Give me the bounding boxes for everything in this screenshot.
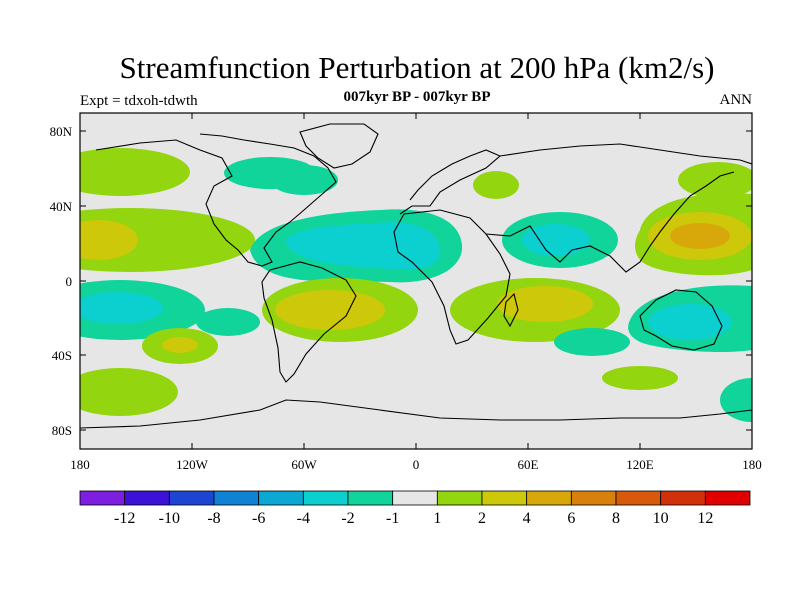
- colorbar-label: -12: [114, 510, 135, 527]
- lon-label: 60W: [291, 457, 317, 472]
- colorbar-swatch: [347, 490, 394, 506]
- coast-antarctica: [80, 399, 752, 429]
- anomaly-south-atlantic: [554, 328, 630, 356]
- colorbar-swatch: [615, 490, 662, 506]
- colorbar-swatch: [570, 490, 617, 506]
- plot-subtitle: 007kyr BP - 007kyr BP: [343, 89, 491, 105]
- colorbar-swatch: [168, 490, 215, 506]
- colorbar-label: 4: [523, 510, 531, 527]
- colorbar-swatch: [124, 490, 170, 506]
- colorbar-label: -1: [386, 510, 399, 527]
- season-label: ANN: [719, 92, 753, 108]
- anomaly-central-pacific-north: [80, 208, 255, 272]
- colorbar-swatch: [481, 490, 528, 506]
- lon-label: 180: [70, 457, 90, 472]
- anomaly-south-pacific-mid-core: [162, 337, 198, 353]
- colorbar-label: -2: [341, 510, 354, 527]
- anomaly-arabian-sea-core: [522, 224, 590, 256]
- anomaly-south-indian-core: [497, 286, 593, 322]
- anomaly-siberia: [678, 162, 752, 198]
- axis-ticks: [79, 113, 753, 449]
- anomaly-tasman: [196, 308, 260, 336]
- anomaly-west-pacific-core: [670, 223, 730, 249]
- colorbar-swatch: [392, 490, 438, 506]
- experiment-label: Expt = tdxoh-tdwth: [80, 93, 198, 109]
- coast-asia: [485, 143, 752, 273]
- lon-label: 0: [413, 457, 420, 472]
- colorbar-label: 12: [697, 510, 713, 527]
- anomaly-central-pacific-north-core: [80, 220, 138, 260]
- colorbar-label: -10: [159, 510, 180, 527]
- coast-greenland: [299, 123, 379, 169]
- longitude-labels: 180 120W 60W 0 60E 120E 180: [70, 457, 762, 472]
- latitude-labels: 80N 40N 0 40S 80S: [50, 124, 73, 438]
- colorbar: [79, 490, 751, 506]
- lat-label: 80S: [52, 423, 72, 438]
- coast-south-america: [261, 261, 357, 383]
- colorbar-swatch: [436, 490, 483, 506]
- anomaly-south-america-core: [275, 290, 385, 330]
- anomaly-north-pacific: [80, 148, 190, 196]
- map-panel: [79, 112, 753, 450]
- anomaly-south-pacific-east-core: [80, 292, 163, 324]
- colorbar-swatch: [258, 490, 304, 506]
- lon-label: 60E: [518, 457, 539, 472]
- colorbar-label: -8: [207, 510, 220, 527]
- coast-madagascar: [503, 292, 519, 328]
- lat-label: 80N: [50, 124, 73, 139]
- lon-label: 180: [742, 457, 762, 472]
- colorbar-swatch: [213, 490, 260, 506]
- colorbar-label: 10: [653, 510, 669, 527]
- anomaly-tropical-atlantic-core: [285, 222, 440, 270]
- anomaly-southern-ocean-indian: [602, 366, 678, 390]
- colorbar-swatch: [79, 490, 126, 506]
- colorbar-swatch: [704, 490, 751, 506]
- lon-label: 120E: [626, 457, 654, 472]
- coast-north-america: [95, 133, 337, 267]
- colorbar-label: -6: [252, 510, 265, 527]
- coast-australia: [639, 289, 723, 351]
- colorbar-label: 8: [612, 510, 620, 527]
- colorbar-label: 1: [433, 510, 441, 527]
- lat-label: 40N: [50, 199, 73, 214]
- colorbar-label: -4: [297, 510, 310, 527]
- colorbar-label: 2: [478, 510, 486, 527]
- lon-label: 120W: [176, 457, 209, 472]
- anomaly-greenland: [270, 165, 338, 195]
- contour-fills: [80, 148, 752, 422]
- lat-label: 40S: [52, 348, 72, 363]
- colorbar-swatch: [660, 490, 706, 506]
- colorbar-labels: -12 -10 -8 -6 -4 -2 -1 1 2 4 6 8 10 12: [114, 510, 713, 527]
- anomaly-north-atlantic-small: [473, 171, 519, 199]
- colorbar-label: 6: [567, 510, 575, 527]
- anomaly-australia-core: [648, 304, 732, 340]
- anomaly-southern-ocean-west: [80, 368, 178, 416]
- coastlines: [80, 123, 752, 429]
- plot-title: Streamfunction Perturbation at 200 hPa (…: [119, 50, 715, 85]
- lat-label: 0: [66, 274, 73, 289]
- colorbar-swatch: [302, 490, 349, 506]
- colorbar-swatch: [526, 490, 572, 506]
